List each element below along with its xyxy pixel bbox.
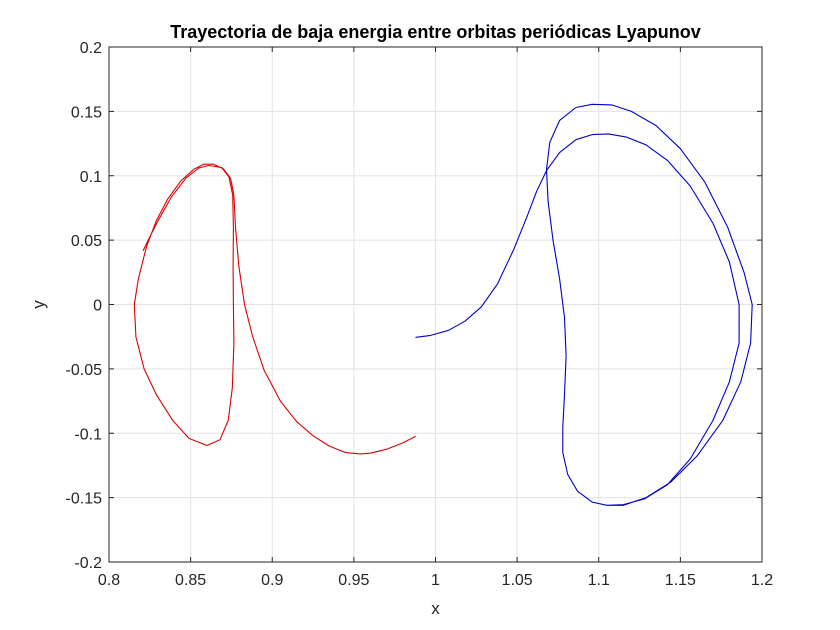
series-line-2 [415,103,753,506]
y-tick-label: 0.15 [71,104,102,121]
y-tick-label: 0.1 [80,169,102,186]
x-tick-label: 1.2 [751,572,773,589]
x-tick-label: 0.8 [98,572,120,589]
y-tick-label: 0 [93,298,102,315]
series-group [133,103,753,506]
x-tick-label: 1 [431,572,440,589]
y-tick-label: -0.1 [74,426,102,443]
chart-title: Trayectoria de baja energia entre orbita… [170,22,701,42]
series-line-1 [133,163,416,455]
x-axis-label: x [431,599,440,618]
y-tick-label: 0.2 [80,40,102,57]
x-tick-label: 0.95 [338,572,369,589]
y-tick-label: -0.05 [66,362,103,379]
x-tick-label: 1.15 [665,572,696,589]
x-tick-label: 0.85 [175,572,206,589]
ticks: 0.8 0.85 0.9 0.95 1 1.05 1.1 1.15 1.2 -0.2 -0.15 -0… [66,40,774,589]
x-tick-label: 0.9 [261,572,283,589]
y-tick-label: 0.05 [71,233,102,250]
y-axis-label: y [29,300,48,309]
grid [109,47,762,562]
y-tick-label: -0.2 [74,555,102,572]
x-tick-label: 1.1 [588,572,610,589]
x-tick-label: 1.05 [502,572,533,589]
y-tick-label: -0.15 [66,491,103,508]
